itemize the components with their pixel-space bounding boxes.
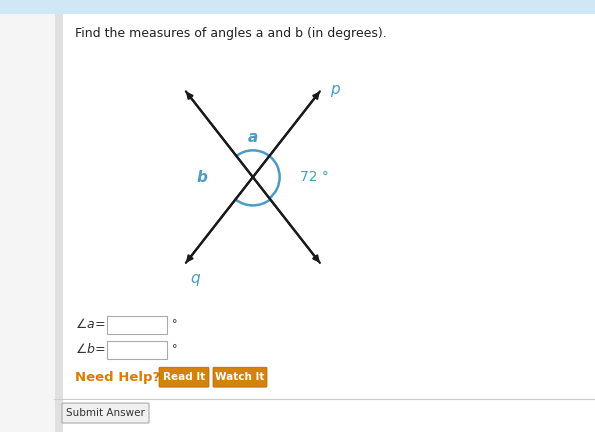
Text: b: b <box>197 170 208 184</box>
Text: Find the measures of angles a and b (in degrees).: Find the measures of angles a and b (in … <box>75 27 387 40</box>
Bar <box>55 0 63 432</box>
Text: q: q <box>190 271 200 286</box>
Text: $\angle a$: $\angle a$ <box>75 318 95 331</box>
FancyBboxPatch shape <box>62 403 149 423</box>
Text: a: a <box>248 130 258 145</box>
Text: =: = <box>95 343 106 356</box>
Text: °: ° <box>172 344 177 354</box>
Text: Watch It: Watch It <box>215 372 265 382</box>
Text: Read It: Read It <box>163 372 205 382</box>
Text: °: ° <box>172 319 177 329</box>
Text: $\angle b$: $\angle b$ <box>75 342 96 356</box>
Bar <box>0 0 595 14</box>
Text: 72 °: 72 ° <box>300 170 328 184</box>
FancyBboxPatch shape <box>107 341 167 359</box>
Text: =: = <box>95 318 106 331</box>
FancyBboxPatch shape <box>159 367 209 387</box>
FancyBboxPatch shape <box>213 367 267 387</box>
Text: p: p <box>330 82 340 97</box>
FancyBboxPatch shape <box>107 316 167 334</box>
Text: Need Help?: Need Help? <box>75 371 160 384</box>
Text: Submit Answer: Submit Answer <box>65 408 145 418</box>
